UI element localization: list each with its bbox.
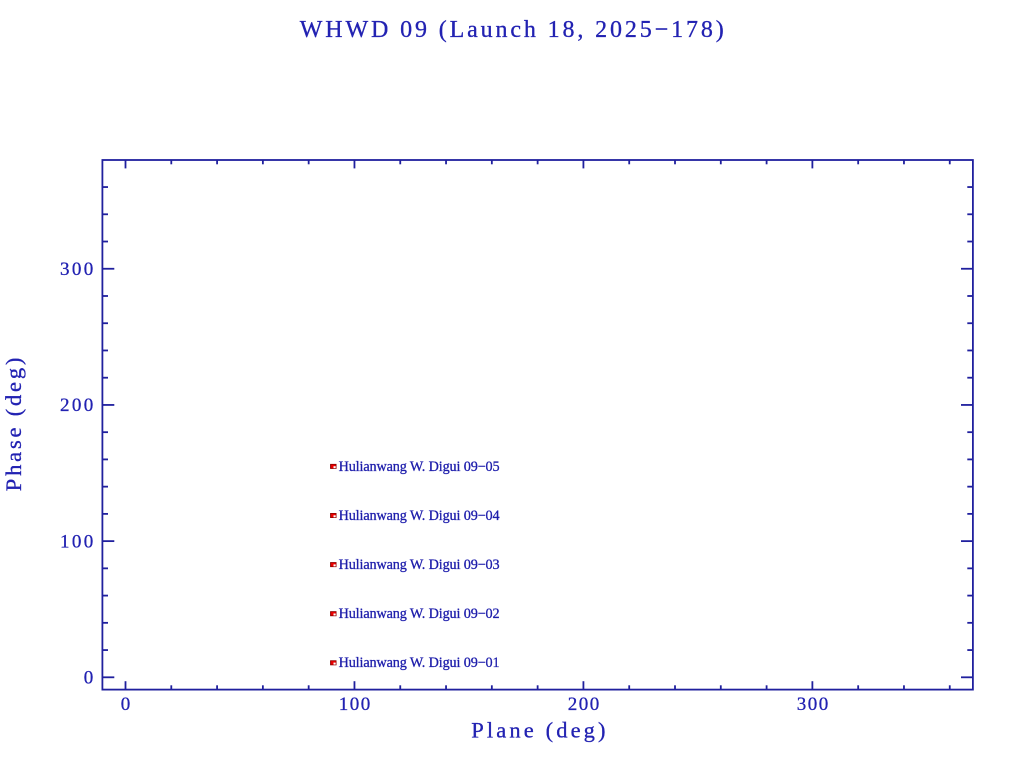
svg-text:0: 0 (84, 668, 94, 689)
svg-text:200: 200 (568, 694, 600, 715)
svg-text:300: 300 (60, 259, 93, 280)
svg-text:Hulianwang W. Digui 09−01: Hulianwang W. Digui 09−01 (339, 655, 500, 671)
svg-text:Hulianwang W. Digui 09−04: Hulianwang W. Digui 09−04 (339, 508, 500, 524)
svg-text:Hulianwang W. Digui 09−03: Hulianwang W. Digui 09−03 (339, 557, 500, 573)
svg-text:100: 100 (339, 694, 371, 715)
svg-text:Phase (deg): Phase (deg) (1, 358, 26, 492)
svg-text:300: 300 (797, 694, 829, 715)
svg-text:100: 100 (60, 531, 93, 552)
svg-text:0: 0 (121, 694, 131, 715)
svg-text:Hulianwang W. Digui 09−05: Hulianwang W. Digui 09−05 (339, 459, 500, 475)
svg-text:200: 200 (60, 395, 93, 416)
svg-text:Plane (deg): Plane (deg) (471, 718, 605, 743)
svg-text:Hulianwang W. Digui 09−02: Hulianwang W. Digui 09−02 (339, 606, 500, 622)
svg-text:WHWD 09 (Launch 18, 2025−178): WHWD 09 (Launch 18, 2025−178) (300, 17, 724, 43)
